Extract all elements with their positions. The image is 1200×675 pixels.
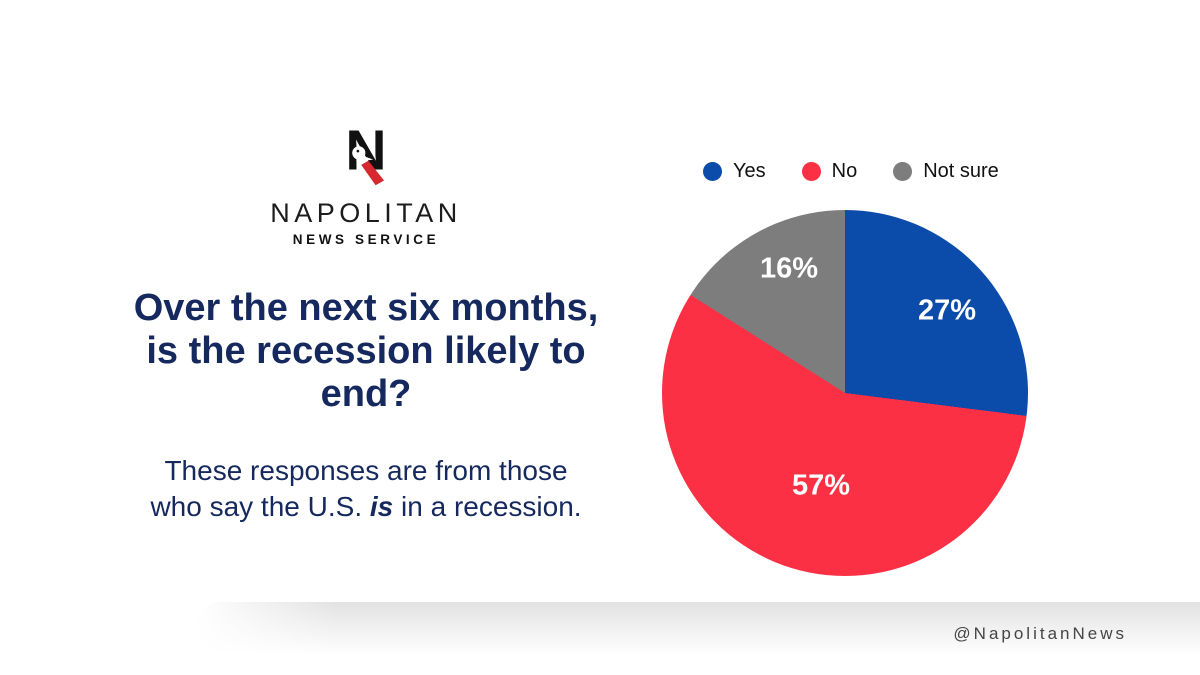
legend-item-yes: Yes xyxy=(703,160,766,183)
svg-text:N: N xyxy=(345,126,386,183)
subtitle-emphasis: is xyxy=(369,491,394,522)
title-line-1: Over the next six months, xyxy=(133,287,599,329)
legend-dot-yes-icon xyxy=(703,162,722,181)
pie-chart: 27% 57% 16% xyxy=(662,210,1028,576)
subtitle-line-2: who say the U.S. is in a recession. xyxy=(150,491,582,522)
brand-tagline: NEWS SERVICE xyxy=(292,232,440,247)
poll-subtitle: These responses are from those who say t… xyxy=(66,453,666,525)
brand-name: NAPOLITAN xyxy=(270,198,462,228)
pie-slice-label-no: 57% xyxy=(791,469,851,502)
napolitan-logo-icon: N xyxy=(345,126,387,186)
title-line-3: end? xyxy=(320,373,412,415)
legend-label-no: No xyxy=(831,160,858,182)
subtitle-line-1: These responses are from those xyxy=(164,455,568,486)
card-shadow xyxy=(196,602,1200,660)
napolitan-logo: N NAPOLITAN NEWS SERVICE xyxy=(66,126,666,247)
poll-question-title: Over the next six months, is the recessi… xyxy=(66,287,666,416)
legend-label-yes: Yes xyxy=(733,160,766,182)
legend-dot-no-icon xyxy=(801,162,821,181)
legend-item-no: No xyxy=(801,160,858,183)
legend-item-not-sure: Not sure xyxy=(893,160,999,183)
pie-legend: Yes No Not sure xyxy=(703,160,999,183)
pie-slice-label-not-sure: 16% xyxy=(759,252,819,285)
pie-slice-label-yes: 27% xyxy=(917,294,977,327)
title-line-2: is the recession likely to xyxy=(146,330,586,372)
legend-dot-not-sure-icon xyxy=(893,162,913,181)
social-handle: @NapolitanNews xyxy=(953,624,1127,643)
legend-label-not-sure: Not sure xyxy=(923,160,999,182)
